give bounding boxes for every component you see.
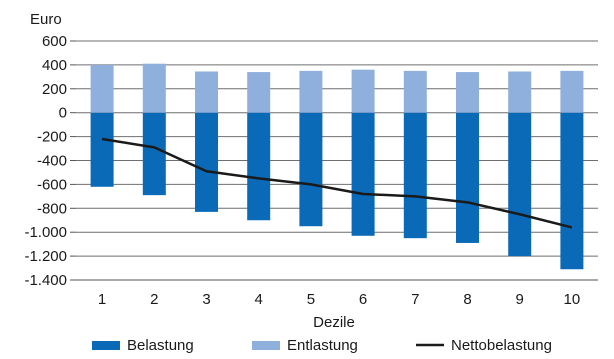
y-tick-label: -1.200: [24, 248, 67, 265]
bar-entlastung-1: [90, 64, 114, 113]
legend-label: Entlastung: [287, 337, 358, 354]
net-line-layer: [101, 137, 573, 229]
bar-belastung-2: [142, 112, 166, 196]
x-axis-title: Dezile: [313, 314, 355, 331]
legend: Belastung Entlastung Nettobelastung: [92, 337, 552, 354]
bar-belastung-4: [247, 112, 271, 221]
x-tick-label: 2: [150, 291, 158, 308]
x-tick-label: 10: [564, 291, 581, 308]
bar-belastung-6: [351, 112, 375, 236]
y-tick-label: 0: [59, 105, 67, 122]
bar-entlastung-8: [456, 72, 479, 113]
x-tick-label: 8: [463, 291, 471, 308]
bar-belastung-5: [299, 112, 323, 227]
bar-belastung-8: [456, 112, 479, 243]
y-tick-label: -1.000: [24, 224, 67, 241]
bar-entlastung-3: [195, 71, 218, 113]
x-tick-label: 9: [516, 291, 524, 308]
bar-entlastung-4: [247, 72, 271, 113]
bar-belastung-3: [195, 112, 218, 212]
bar-belastung-1: [90, 112, 114, 187]
bar-entlastung-5: [299, 70, 323, 113]
bar-belastung-10: [560, 112, 584, 270]
y-tick-label: 600: [42, 33, 67, 50]
bar-belastung-9: [508, 112, 532, 257]
x-tick-label: 4: [255, 291, 263, 308]
y-tick-label: -600: [37, 176, 67, 193]
bar-entlastung-9: [508, 71, 532, 113]
legend-item-entlastung: Entlastung: [252, 337, 358, 354]
bar-belastung-7: [403, 112, 427, 239]
x-axis: 1 2 3 4 5 6 7 8 9 10: [98, 291, 580, 308]
x-tick-label: 3: [202, 291, 210, 308]
bar-entlastung-10: [560, 70, 584, 113]
line-nettobelastung: [101, 137, 573, 229]
x-tick-label: 6: [359, 291, 367, 308]
y-axis: 600 400 200 0 -200 -400 -600 -800 -1.000 -1.200 -1…: [24, 33, 76, 289]
bar-entlastung-6: [351, 69, 375, 113]
y-tick-label: -1.400: [24, 272, 67, 289]
legend-item-belastung: Belastung: [92, 337, 194, 354]
y-tick-label: 200: [42, 81, 67, 98]
y-tick-label: -800: [37, 200, 67, 217]
y-tick-label: -200: [37, 129, 67, 146]
legend-swatch: [252, 341, 280, 350]
legend-label: Nettobelastung: [451, 337, 552, 354]
y-axis-title: Euro: [30, 11, 62, 28]
x-tick-label: 5: [307, 291, 315, 308]
bars: [90, 63, 584, 270]
legend-label: Belastung: [127, 337, 194, 354]
legend-swatch: [92, 341, 120, 350]
x-tick-label: 7: [411, 291, 419, 308]
bar-entlastung-2: [142, 63, 166, 113]
legend-item-nettobelastung: Nettobelastung: [416, 337, 552, 354]
x-tick-label: 1: [98, 291, 106, 308]
y-tick-label: 400: [42, 57, 67, 74]
y-tick-label: -400: [37, 153, 67, 170]
bar-entlastung-7: [403, 70, 427, 113]
